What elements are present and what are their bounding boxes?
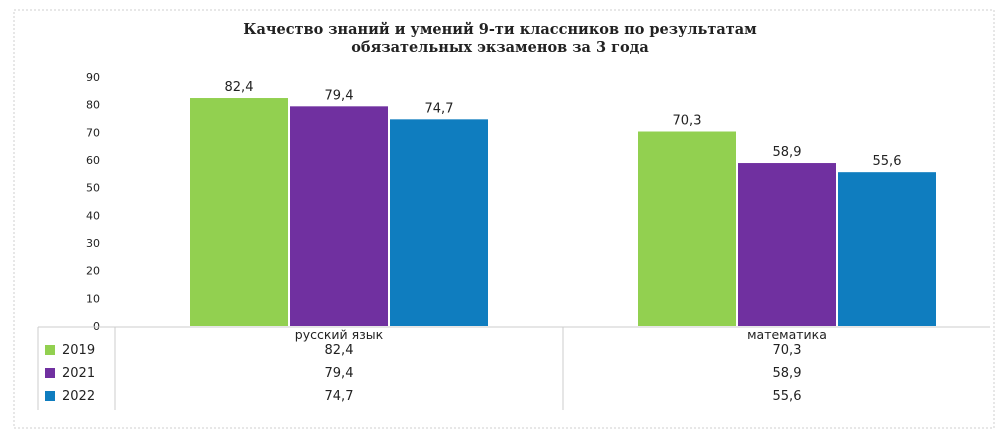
data-label: 55,6	[873, 154, 902, 169]
table-value: 55,6	[773, 389, 802, 404]
data-label: 74,7	[425, 101, 454, 116]
y-tick-label: 20	[86, 265, 100, 278]
data-label: 58,9	[773, 145, 802, 160]
y-axis: 0102030405060708090	[86, 71, 100, 333]
chart-title-line-1: Качество знаний и умений 9-ти классников…	[243, 21, 757, 38]
bar-2022-0	[390, 119, 488, 326]
legend-label-2022: 2022	[62, 389, 95, 404]
bar-2019-1	[638, 131, 736, 326]
legend-swatch-2021	[45, 368, 55, 378]
y-tick-label: 30	[86, 237, 100, 250]
y-tick-label: 40	[86, 209, 100, 222]
bars: 82,4 79,4 74,7 70,3 58,9 55,6	[190, 80, 936, 327]
bar-2021-1	[738, 163, 836, 326]
data-table: русский язык математика 2019 82,4 70,3 2021 79…	[37, 326, 990, 410]
table-value: 74,7	[325, 389, 354, 404]
table-value: 79,4	[325, 366, 354, 381]
y-tick-label: 70	[86, 126, 100, 139]
table-value: 58,9	[773, 366, 802, 381]
y-tick-label: 60	[86, 154, 100, 167]
bar-2021-0	[290, 106, 388, 327]
bar-2022-1	[838, 172, 936, 326]
y-tick-label: 80	[86, 99, 100, 112]
y-tick-label: 90	[86, 71, 100, 84]
data-label: 79,4	[325, 88, 354, 103]
table-value: 82,4	[325, 343, 354, 358]
legend-label-2021: 2021	[62, 366, 95, 381]
legend-label-2019: 2019	[62, 343, 95, 358]
table-value: 70,3	[773, 343, 802, 358]
data-label: 70,3	[673, 114, 702, 129]
legend-swatch-2019	[45, 345, 55, 355]
y-tick-label: 10	[86, 292, 100, 305]
data-label: 82,4	[225, 80, 254, 95]
category-label: математика	[747, 327, 827, 342]
y-tick-label: 50	[86, 182, 100, 195]
category-label: русский язык	[295, 327, 384, 342]
legend-swatch-2022	[45, 391, 55, 401]
bar-2019-0	[190, 98, 288, 326]
chart-title-line-2: обязательных экзаменов за 3 года	[351, 39, 649, 56]
